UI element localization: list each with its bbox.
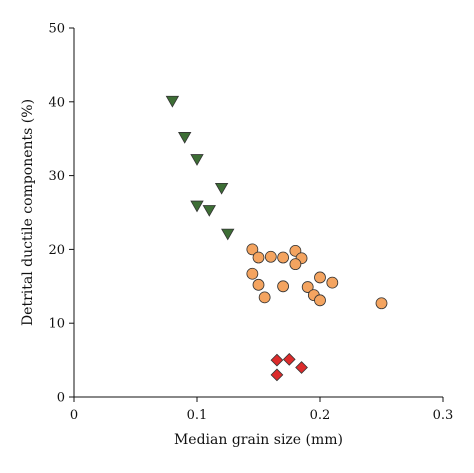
y-tick-label: 50 bbox=[48, 22, 65, 37]
data-point-triangle bbox=[190, 154, 204, 166]
x-tick-label: 0.1 bbox=[187, 408, 208, 423]
y-axis-label: Detrital ductile components (%) bbox=[20, 99, 36, 326]
data-point-circle bbox=[375, 297, 388, 310]
data-point-triangle bbox=[190, 200, 204, 213]
data-point-circle bbox=[246, 243, 259, 256]
data-point-diamond bbox=[295, 361, 308, 374]
y-tick-label: 40 bbox=[48, 95, 65, 110]
data-point-triangle bbox=[165, 95, 180, 108]
y-tick-label: 20 bbox=[48, 243, 65, 258]
data-point-circle bbox=[264, 250, 277, 263]
y-tick-label: 0 bbox=[57, 391, 65, 406]
data-point-circle bbox=[314, 294, 326, 307]
x-axis-label: Median grain size (mm) bbox=[174, 432, 343, 448]
x-tick-label: 0 bbox=[70, 408, 78, 423]
data-point-circle bbox=[326, 276, 339, 289]
data-point-diamond bbox=[270, 368, 284, 382]
data-point-circle bbox=[301, 281, 314, 293]
x-tick-label: 0.2 bbox=[310, 408, 331, 423]
data-point-diamond bbox=[270, 353, 284, 367]
data-point-circle bbox=[252, 251, 265, 264]
data-point-triangle bbox=[214, 182, 229, 195]
data-point-circle bbox=[277, 251, 290, 264]
data-point-circle bbox=[277, 280, 290, 293]
x-tick-label: 0.3 bbox=[433, 408, 454, 423]
data-point-triangle bbox=[221, 228, 235, 241]
data-point-triangle bbox=[202, 205, 216, 217]
data-point-circle bbox=[258, 291, 271, 304]
data-point-circle bbox=[289, 258, 302, 271]
data-point-circle bbox=[246, 267, 259, 280]
data-point-triangle bbox=[178, 132, 192, 144]
data-points bbox=[165, 95, 388, 382]
data-point-circle bbox=[314, 271, 326, 284]
data-point-diamond bbox=[282, 352, 296, 366]
y-tick-label: 10 bbox=[48, 317, 65, 332]
axes: 0 0.1 0.2 0.3 0 10 20 30 40 50 bbox=[48, 22, 453, 424]
data-point-circle bbox=[252, 278, 265, 291]
y-tick-label: 30 bbox=[48, 169, 65, 184]
